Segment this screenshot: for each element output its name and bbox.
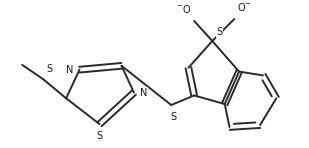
- Text: S: S: [170, 112, 176, 122]
- Text: S: S: [96, 131, 103, 141]
- Text: N: N: [140, 88, 147, 98]
- Text: O$^{-}$: O$^{-}$: [237, 1, 252, 13]
- Text: S: S: [46, 64, 52, 74]
- Text: S: S: [216, 27, 222, 37]
- Text: $^{-}$O: $^{-}$O: [176, 3, 191, 15]
- Text: N: N: [66, 65, 74, 75]
